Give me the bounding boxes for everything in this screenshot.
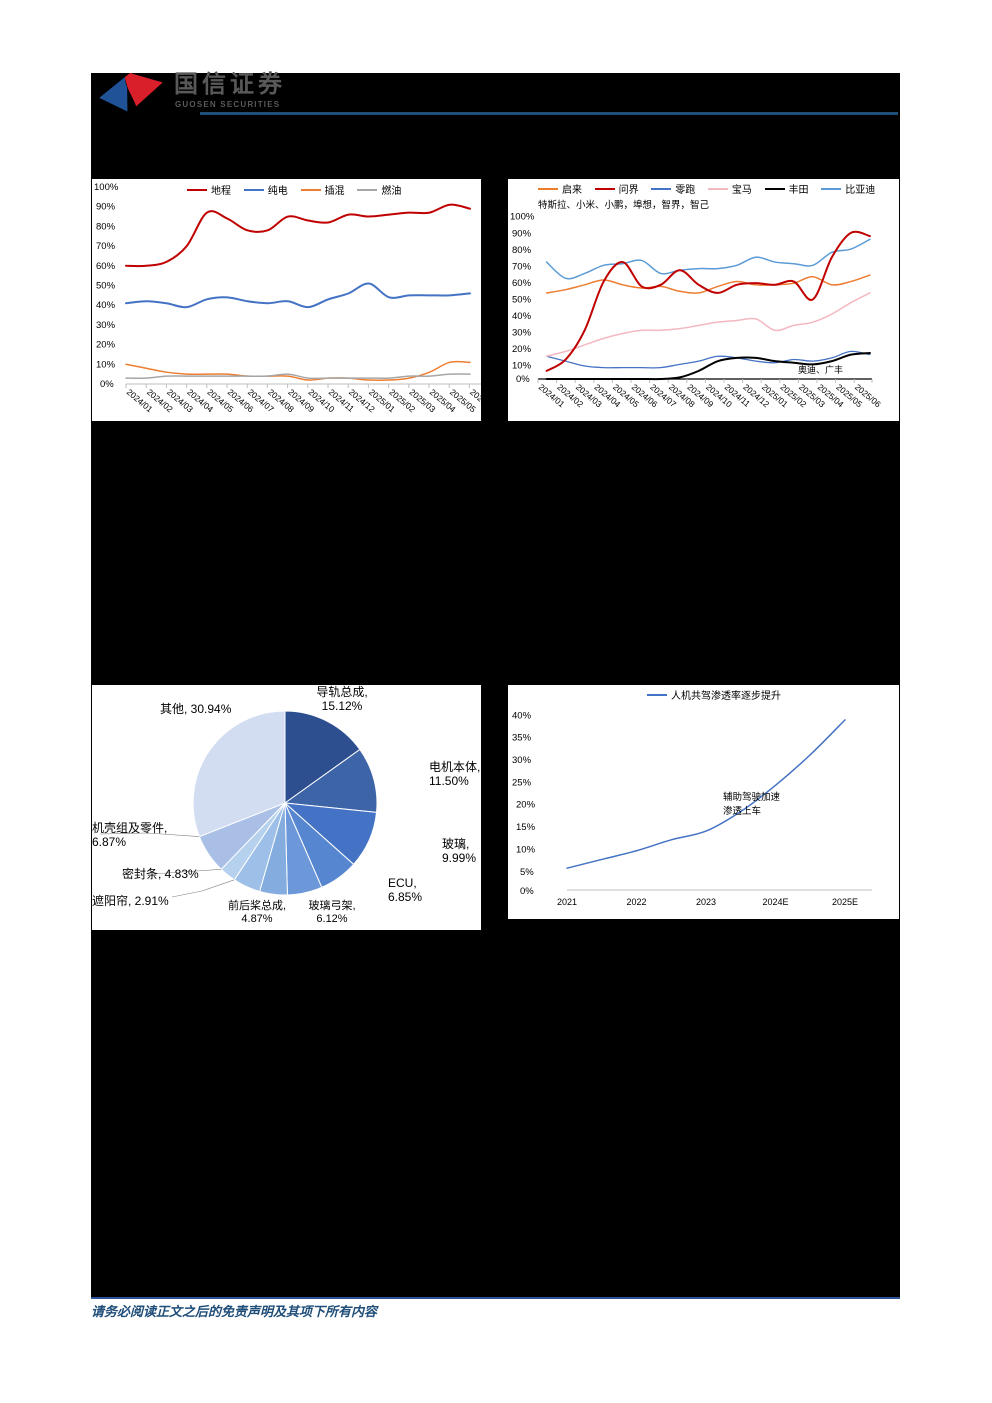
svg-text:20%: 20% <box>512 344 532 355</box>
svg-text:9.99%: 9.99% <box>442 851 476 865</box>
svg-text:70%: 70% <box>96 241 116 252</box>
svg-text:0%: 0% <box>520 886 534 897</box>
svg-text:前后桨总成,: 前后桨总成, <box>228 898 286 912</box>
svg-text:0%: 0% <box>100 379 114 390</box>
svg-text:60%: 60% <box>96 261 116 272</box>
svg-text:辅助驾驶加速: 辅助驾驶加速 <box>723 791 781 803</box>
svg-text:2021: 2021 <box>557 897 577 907</box>
svg-text:6.87%: 6.87% <box>92 835 126 849</box>
svg-text:80%: 80% <box>96 221 116 232</box>
svg-text:2024E: 2024E <box>762 897 788 907</box>
svg-text:0%: 0% <box>516 374 530 385</box>
svg-text:2022: 2022 <box>626 897 646 907</box>
svg-text:15.12%: 15.12% <box>322 699 363 713</box>
svg-text:30%: 30% <box>96 320 116 331</box>
svg-text:60%: 60% <box>512 278 532 289</box>
svg-text:20%: 20% <box>516 800 536 811</box>
svg-text:电机本体,: 电机本体, <box>429 760 480 774</box>
svg-text:30%: 30% <box>512 755 532 766</box>
svg-text:2025E: 2025E <box>832 897 858 907</box>
svg-text:6.85%: 6.85% <box>388 890 422 904</box>
svg-text:80%: 80% <box>512 245 532 256</box>
svg-text:玻璃弓架,: 玻璃弓架, <box>308 898 355 912</box>
svg-text:4.87%: 4.87% <box>241 913 272 925</box>
svg-text:20%: 20% <box>96 340 116 351</box>
svg-text:玻璃,: 玻璃, <box>442 837 469 851</box>
svg-text:90%: 90% <box>96 202 116 213</box>
svg-text:30%: 30% <box>512 327 532 338</box>
svg-text:渗透上车: 渗透上车 <box>723 805 761 817</box>
svg-text:6.12%: 6.12% <box>316 913 347 925</box>
svg-text:遮阳帘, 2.91%: 遮阳帘, 2.91% <box>92 893 169 908</box>
svg-text:90%: 90% <box>512 228 532 239</box>
svg-text:50%: 50% <box>96 281 116 292</box>
svg-text:10%: 10% <box>96 359 116 370</box>
svg-text:密封条, 4.83%: 密封条, 4.83% <box>122 866 199 881</box>
svg-text:10%: 10% <box>512 360 532 371</box>
svg-text:其他, 30.94%: 其他, 30.94% <box>160 702 232 716</box>
svg-text:11.50%: 11.50% <box>429 774 469 788</box>
svg-text:ECU,: ECU, <box>388 876 417 890</box>
svg-text:70%: 70% <box>512 261 532 272</box>
svg-text:40%: 40% <box>96 300 116 311</box>
svg-text:导轨总成,: 导轨总成, <box>316 685 367 699</box>
svg-text:35%: 35% <box>512 733 532 744</box>
svg-text:2023: 2023 <box>696 897 716 907</box>
svg-text:15%: 15% <box>516 822 536 833</box>
svg-text:5%: 5% <box>520 867 534 878</box>
svg-text:50%: 50% <box>512 294 532 305</box>
svg-text:机壳组及零件,: 机壳组及零件, <box>92 821 167 835</box>
svg-text:40%: 40% <box>512 311 532 322</box>
svg-text:100%: 100% <box>94 182 119 193</box>
svg-text:10%: 10% <box>516 845 536 856</box>
svg-text:40%: 40% <box>512 711 532 722</box>
svg-text:100%: 100% <box>510 211 535 222</box>
svg-text:奥迪、广丰: 奥迪、广丰 <box>798 364 843 375</box>
svg-text:25%: 25% <box>512 777 532 788</box>
